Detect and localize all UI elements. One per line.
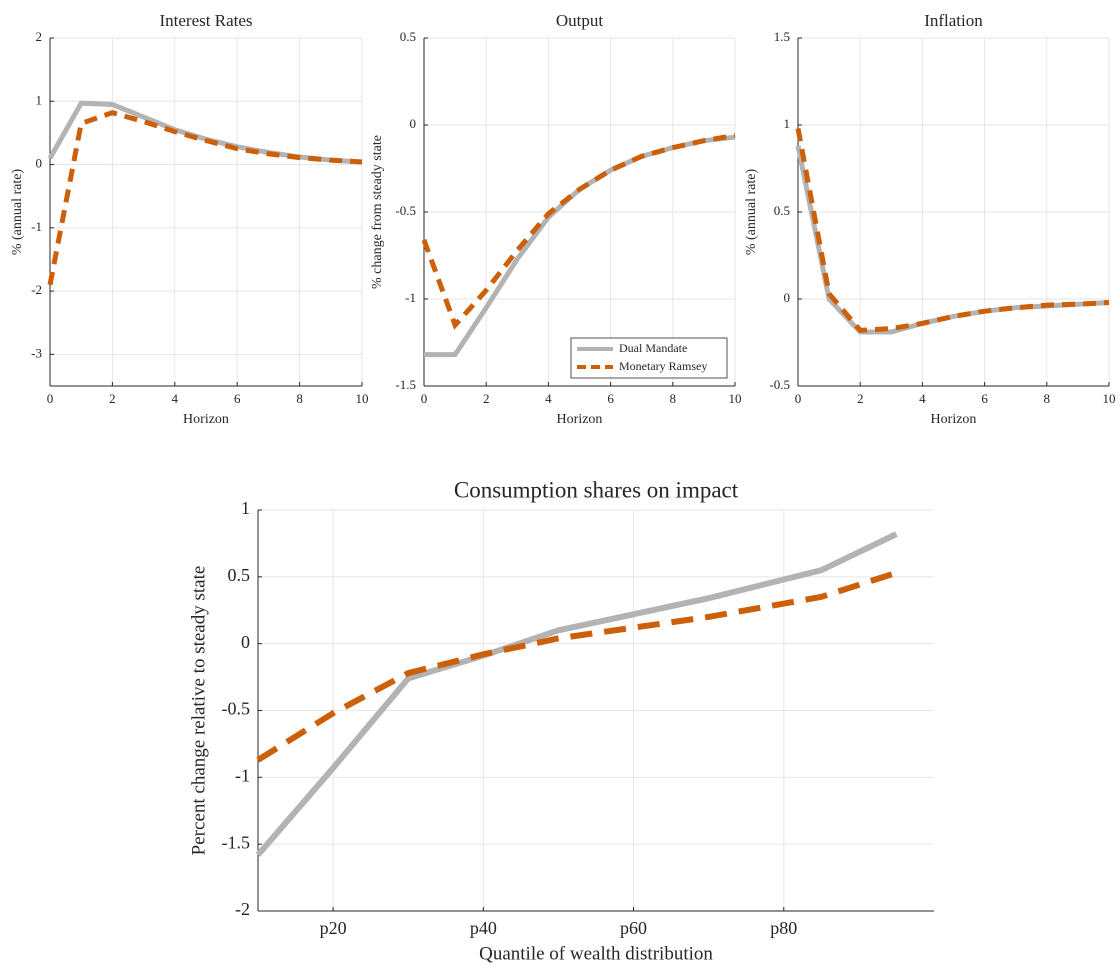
x-tick-label: p80 [770, 918, 797, 938]
y-tick-label: 0.5 [228, 565, 251, 585]
y-tick-label: 0.5 [400, 29, 416, 44]
chart-title: Interest Rates [160, 11, 253, 30]
y-tick-label: -2 [31, 282, 42, 297]
chart-title: Consumption shares on impact [454, 477, 739, 502]
subplot: -3 -2 -1 0 1 2 0 2 4 6 8 10 Interest Rates Horizon % (… [10, 11, 368, 427]
x-axis-label: Horizon [931, 412, 977, 427]
y-tick-label: -1 [405, 290, 416, 305]
legend-label: Monetary Ramsey [619, 359, 707, 373]
legend-box [570, 337, 728, 379]
y-tick-label: -0.5 [769, 377, 790, 392]
y-tick-label: -0.5 [222, 699, 251, 719]
x-tick-label: 2 [109, 391, 116, 406]
x-tick-label: 10 [356, 391, 369, 406]
x-tick-label: 8 [1044, 391, 1051, 406]
y-axis-label: % (annual rate) [744, 169, 759, 256]
y-tick-label: 2 [36, 29, 43, 44]
legend-label: Dual Mandate [619, 341, 687, 355]
x-tick-label: 4 [172, 391, 179, 406]
series-line [421, 132, 736, 330]
x-tick-label: 6 [607, 391, 614, 406]
y-tick-label: 0.5 [774, 203, 790, 218]
x-tick-label: 4 [919, 391, 926, 406]
series-line [255, 531, 898, 857]
series-line [424, 134, 736, 358]
series-line [47, 110, 363, 286]
x-tick-label: 2 [483, 391, 490, 406]
subplot: -1.5 -1 -0.5 0 0.5 0 2 4 6 8 10 Output Horizon % chan… [370, 11, 741, 427]
y-tick-label: -3 [31, 345, 42, 360]
chart-title: Inflation [924, 11, 983, 30]
subplot: -0.5 0 0.5 1 1.5 0 2 4 6 8 10 Inflation Horizon % (an… [744, 11, 1115, 427]
x-tick-label: p60 [620, 918, 647, 938]
x-tick-label: 0 [795, 391, 802, 406]
legend: Dual Mandate Monetary Ramsey [570, 337, 728, 379]
x-axis-label: Horizon [183, 412, 229, 427]
chart-title: Output [556, 11, 604, 30]
y-tick-label: 0 [410, 116, 417, 131]
x-tick-label: 10 [1103, 391, 1116, 406]
x-tick-label: 6 [981, 391, 988, 406]
y-tick-label: 1.5 [774, 29, 790, 44]
x-tick-label: 2 [857, 391, 864, 406]
y-tick-label: -1 [235, 765, 250, 785]
x-tick-label: 0 [47, 391, 54, 406]
y-tick-label: 0 [36, 156, 43, 171]
series-line [256, 569, 898, 763]
series-line [47, 100, 363, 165]
x-tick-label: 10 [729, 391, 742, 406]
y-tick-label: -2 [235, 899, 250, 919]
y-tick-label: 0 [784, 290, 791, 305]
x-tick-label: 4 [545, 391, 552, 406]
x-axis-label: Horizon [557, 412, 603, 427]
y-axis-label: Percent change relative to steady state [188, 566, 209, 856]
x-tick-label: 8 [296, 391, 303, 406]
y-tick-label: -1.5 [222, 832, 251, 852]
y-tick-label: -1.5 [395, 377, 416, 392]
y-tick-label: 1 [784, 116, 791, 131]
y-tick-label: 1 [241, 498, 250, 518]
x-tick-label: p40 [470, 918, 497, 938]
subplot: -2 -1.5 -1 -0.5 0 0.5 1 p20 p40 p60 p80 Consumption… [188, 477, 934, 964]
x-tick-label: 0 [421, 391, 428, 406]
series-line [795, 145, 1110, 335]
y-tick-label: -0.5 [395, 203, 416, 218]
x-axis-label: Quantile of wealth distribution [479, 943, 713, 964]
y-tick-label: -1 [31, 219, 42, 234]
series-line [795, 128, 1110, 333]
x-tick-label: 6 [234, 391, 241, 406]
y-tick-label: 1 [36, 92, 43, 107]
y-tick-label: 0 [241, 632, 250, 652]
x-tick-label: 8 [670, 391, 677, 406]
x-tick-label: p20 [320, 918, 347, 938]
y-axis-label: % (annual rate) [10, 169, 25, 256]
y-axis-label: % change from steady state [370, 135, 385, 289]
